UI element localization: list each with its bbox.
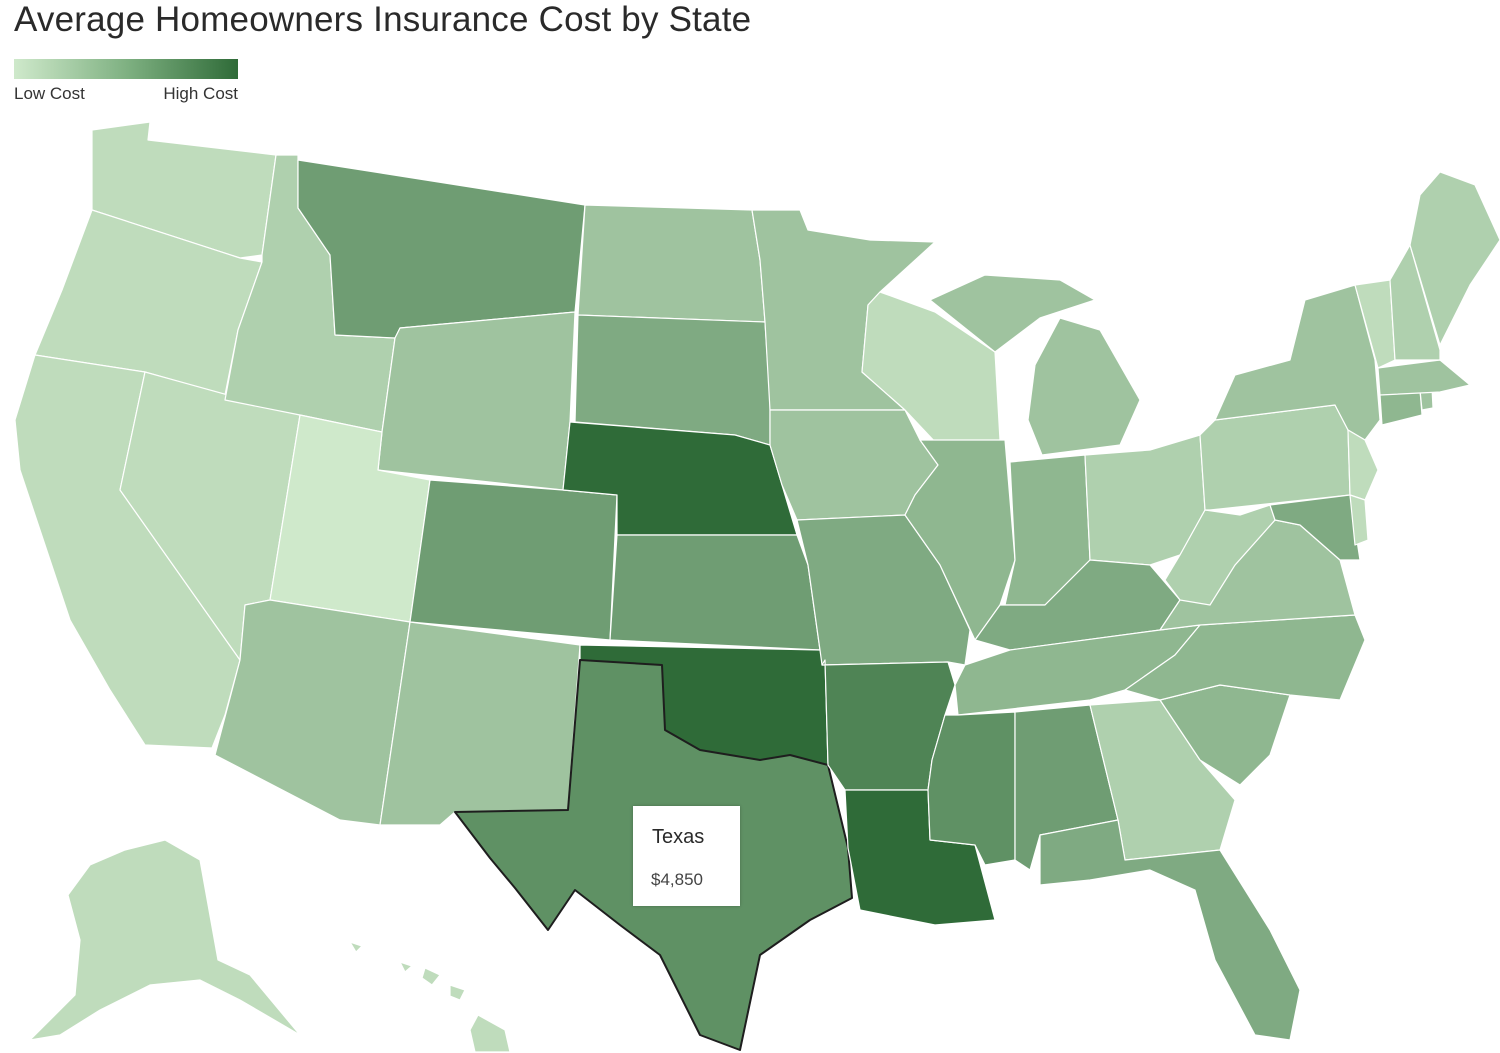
state-north-dakota[interactable] [577, 204, 766, 323]
state-tooltip: Texas $4,850 [633, 806, 740, 906]
legend: Low Cost High Cost [14, 59, 238, 104]
state-west-virginia[interactable] [1164, 504, 1276, 606]
legend-gradient-bar [14, 59, 238, 79]
state-massachusetts[interactable] [1377, 359, 1471, 396]
state-illinois[interactable] [904, 439, 1016, 641]
state-new-hampshire[interactable] [1389, 244, 1441, 361]
tooltip-cost-value: $4,850 [651, 870, 703, 889]
state-maine[interactable] [1409, 171, 1500, 346]
legend-low-label: Low Cost [14, 84, 85, 103]
state-kansas[interactable] [609, 534, 821, 651]
state-hawaii[interactable] [349, 941, 511, 1053]
legend-high-label: High Cost [163, 84, 238, 103]
state-north-carolina[interactable] [1124, 614, 1366, 701]
state-delaware[interactable] [1349, 494, 1369, 546]
state-new-jersey[interactable] [1347, 429, 1379, 501]
state-new-york[interactable] [1214, 284, 1381, 441]
state-michigan[interactable] [929, 274, 1141, 456]
state-florida[interactable] [1039, 819, 1301, 1041]
state-pennsylvania[interactable] [1199, 404, 1351, 511]
tooltip-state-name: Texas [652, 826, 705, 848]
page-title: Average Homeowners Insurance Cost by Sta… [14, 0, 752, 39]
state-colorado[interactable] [409, 479, 618, 641]
state-montana[interactable] [297, 159, 586, 339]
state-new-mexico[interactable] [379, 621, 581, 826]
state-alaska[interactable] [29, 839, 301, 1041]
state-arizona[interactable] [214, 599, 411, 826]
state-wyoming[interactable] [377, 311, 576, 491]
